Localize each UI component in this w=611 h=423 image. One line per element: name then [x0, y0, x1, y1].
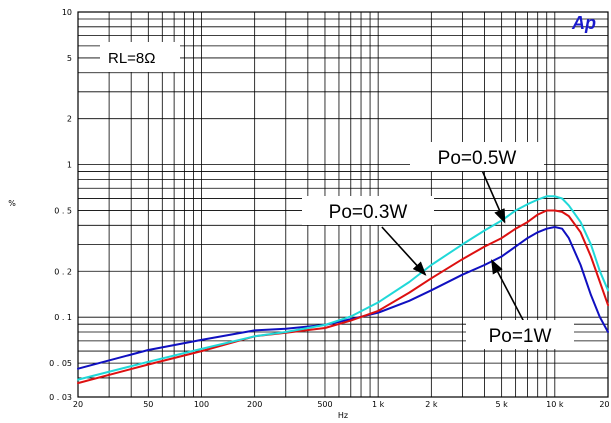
x-tick-label: 50	[143, 400, 153, 409]
y-axis-title: %	[8, 199, 16, 208]
x-tick-label: 100	[194, 400, 209, 409]
y-tick-label: 10	[62, 8, 72, 17]
x-tick-label: 20 k	[599, 400, 611, 409]
condition-box: RL=8Ω	[100, 42, 180, 72]
y-tick-label: 0 . 2	[54, 267, 72, 276]
annotation-arrow	[481, 171, 506, 224]
x-tick-label: 5 k	[496, 400, 509, 409]
x-tick-label: 20	[73, 400, 83, 409]
annotation-box	[410, 142, 544, 171]
x-tick-label: 200	[247, 400, 262, 409]
plot-frame	[77, 11, 609, 398]
x-tick-label: 2 k	[425, 400, 438, 409]
y-tick-label: 0 . 05	[49, 359, 72, 368]
ap-logo: Ap	[571, 13, 596, 33]
x-tick-label: 10 k	[546, 400, 564, 409]
annotation-arrow	[381, 226, 427, 276]
y-tick-label: 0 . 1	[54, 313, 72, 322]
y-tick-label: 0 . 5	[54, 207, 72, 216]
x-tick-label: 500	[317, 400, 332, 409]
y-tick-labels: 0 . 03 0 . 05 0 . 1 0 . 2 0 . 5 1 2 5 10	[49, 8, 72, 402]
annotation-label: Po=1W	[489, 326, 552, 347]
annotation-label: Po=0.5W	[438, 148, 517, 169]
annotation-box	[466, 320, 574, 349]
annotation-arrow	[491, 259, 526, 325]
annotation-box	[302, 196, 434, 225]
y-tick-label: 0 . 03	[49, 393, 72, 402]
y-tick-label: 2	[67, 115, 72, 124]
series-line	[77, 195, 609, 381]
annotation-label: Po=0.3W	[329, 202, 408, 223]
plot-border	[77, 11, 609, 398]
x-tick-labels: 20 50 100 200 500 1 k 2 k 5 k 10 k 20 k	[73, 400, 611, 409]
condition-box-bg	[100, 42, 180, 72]
x-tick-label: 1 k	[372, 400, 385, 409]
annotations: Po=0.5W Po=0.3W Po=1W	[302, 142, 574, 349]
x-axis-title: Hz	[338, 411, 348, 420]
y-tick-label: 1	[67, 161, 72, 170]
condition-label: RL=8Ω	[108, 50, 156, 67]
y-tick-label: 5	[67, 54, 72, 63]
